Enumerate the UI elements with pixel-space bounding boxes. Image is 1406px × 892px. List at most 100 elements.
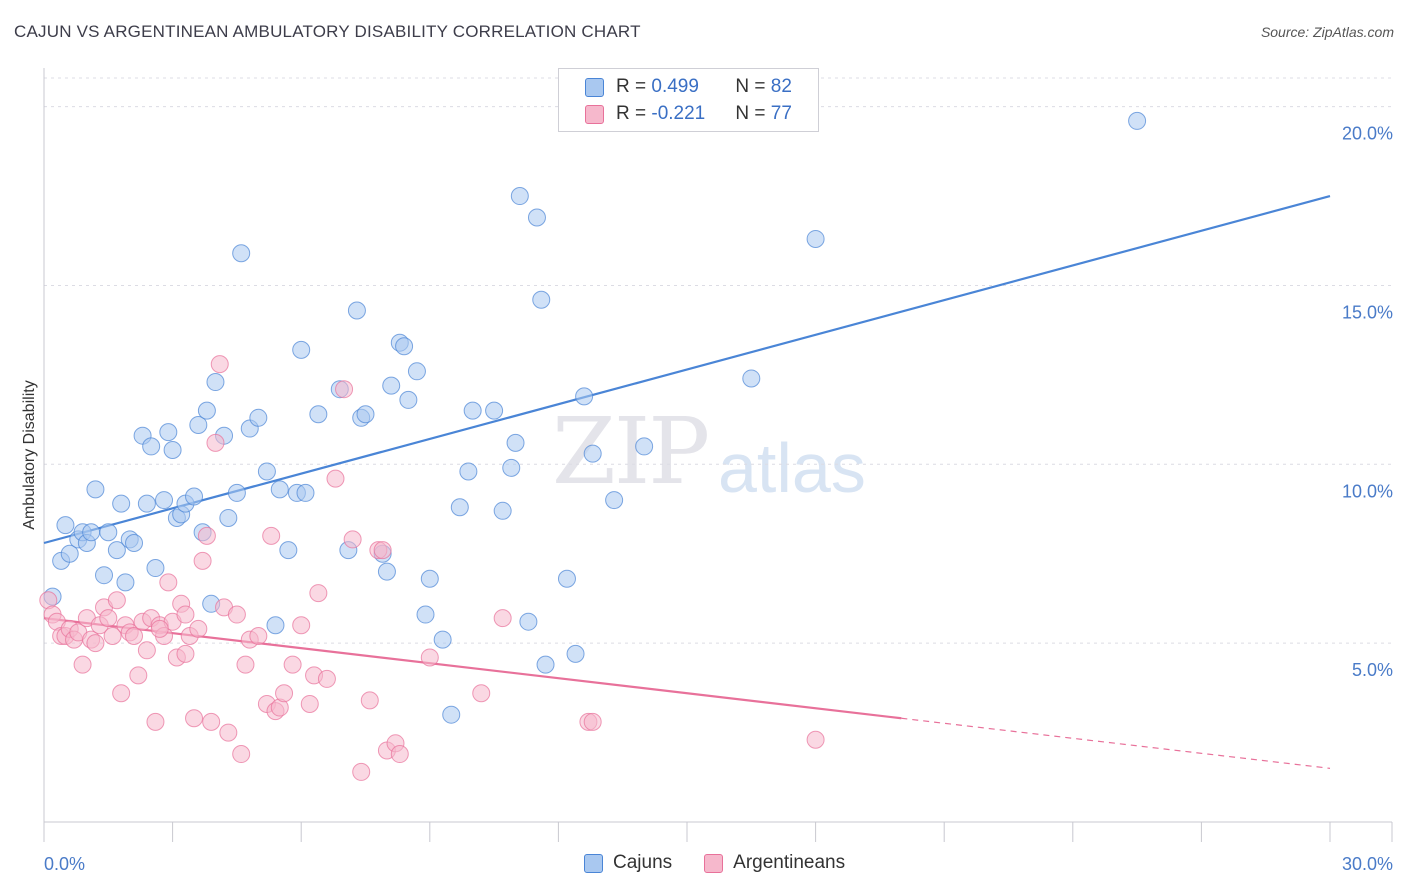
argentinean-point: [360, 691, 379, 710]
cajun-point: [347, 301, 366, 320]
cajun-point: [459, 462, 478, 481]
cajun-point: [86, 480, 105, 499]
cajun-point: [450, 498, 469, 517]
y-tick-label: 15.0%: [1342, 302, 1393, 322]
cajun-point: [382, 376, 401, 395]
cajun-point: [232, 244, 251, 263]
argentinean-point: [103, 627, 122, 645]
legend-n-label: N =: [735, 103, 771, 124]
argentinean-point: [159, 573, 178, 592]
argentinean-point: [227, 605, 246, 624]
argentinean-point: [112, 684, 131, 703]
argentinean-point: [326, 469, 345, 488]
legend-label-cajuns: Cajuns: [613, 852, 673, 873]
argentinean-point: [806, 730, 825, 749]
argentinean-point: [583, 712, 602, 731]
cajun-point: [433, 630, 452, 649]
legend-row-argentineans: R = -0.221 N = 77: [585, 101, 792, 127]
argentinean-point: [390, 745, 409, 764]
cajun-point: [257, 462, 276, 481]
argentinean-point: [343, 530, 362, 549]
cajun-point: [395, 337, 414, 356]
argentinean-point: [189, 619, 208, 638]
cajun-point: [420, 569, 439, 588]
cajun-point: [197, 401, 216, 420]
cajun-point: [806, 229, 825, 248]
cajun-point: [309, 405, 328, 424]
argentinean-point: [335, 380, 354, 399]
argentinean-point: [185, 709, 204, 728]
cajun-point: [137, 494, 156, 513]
cajun-point: [107, 541, 126, 560]
axes: [43, 68, 1393, 842]
cajun-point: [493, 501, 512, 520]
cajun-point: [249, 408, 268, 427]
cajun-point: [416, 605, 435, 624]
y-tick-label: 20.0%: [1342, 124, 1393, 144]
chart-title: CAJUN VS ARGENTINEAN AMBULATORY DISABILI…: [14, 22, 641, 41]
y-tick-label: 5.0%: [1352, 660, 1393, 680]
argentinean-point: [150, 619, 169, 638]
argentinean-point: [232, 745, 251, 764]
legend-swatch-argentineans: [704, 853, 724, 873]
cajun-point: [566, 644, 585, 663]
source-label: Source: ZipAtlas.com: [1260, 24, 1394, 40]
argentinean-point: [210, 355, 229, 374]
y-axis-label: Ambulatory Disability: [21, 380, 38, 529]
cajun-point: [292, 340, 311, 359]
legend-r-label: R =: [616, 103, 652, 124]
cajun-point: [742, 369, 761, 388]
cajun-point: [583, 444, 602, 463]
cajun-point: [270, 480, 289, 499]
argentinean-point: [292, 616, 311, 635]
argentinean-point: [73, 655, 92, 674]
argentinean-point: [146, 712, 165, 731]
argentinean-point: [219, 723, 238, 742]
cajun-point: [532, 290, 551, 309]
cajun-point: [463, 401, 482, 420]
cajun-point: [279, 541, 298, 560]
argentinean-point: [309, 584, 328, 603]
cajun-point: [227, 483, 246, 502]
argentinean-point: [373, 541, 392, 560]
argentinean-point: [283, 655, 302, 674]
cajun-point: [527, 208, 546, 227]
cajun-point: [377, 562, 396, 581]
data-points: [39, 111, 1147, 781]
argentinean-point: [249, 627, 268, 645]
argentinean-point: [125, 627, 144, 645]
argentinean-point: [176, 644, 195, 663]
argentinean-point: [107, 591, 126, 610]
argentinean-point: [420, 648, 439, 667]
watermark-atlas: atlas: [718, 429, 866, 507]
cajun-point: [442, 705, 461, 724]
legend-swatch-cajuns: [585, 77, 604, 97]
argentinean-point: [86, 634, 105, 653]
argentinean-point: [193, 551, 212, 570]
watermark-zip: ZIP: [552, 398, 710, 505]
stats-legend: R = 0.499 N = 82 R = -0.221 N = 77: [558, 68, 819, 132]
cajun-point: [219, 508, 238, 527]
cajun-point: [159, 423, 178, 442]
cajun-point: [60, 544, 79, 563]
legend-swatch-argentineans: [585, 104, 604, 124]
argentinean-point: [206, 433, 225, 452]
argentinean-point: [137, 641, 156, 660]
argentinean-trend-line: [43, 617, 902, 720]
cajun-trend-line: [43, 194, 1331, 545]
cajun-point: [485, 401, 504, 420]
series-legend: Cajuns Argentineans: [584, 852, 877, 874]
cajun-point: [506, 433, 525, 452]
argentinean-point: [317, 669, 336, 688]
cajun-point: [112, 494, 131, 513]
argentinean-point: [202, 712, 221, 731]
argentinean-point: [129, 666, 148, 685]
legend-n-value: 77: [770, 103, 792, 124]
argentinean-point: [493, 609, 512, 628]
legend-r-value: 0.499: [651, 76, 699, 97]
cajun-point: [116, 573, 135, 592]
cajun-point: [163, 441, 182, 459]
cajun-point: [510, 187, 529, 206]
cajun-point: [635, 437, 654, 456]
